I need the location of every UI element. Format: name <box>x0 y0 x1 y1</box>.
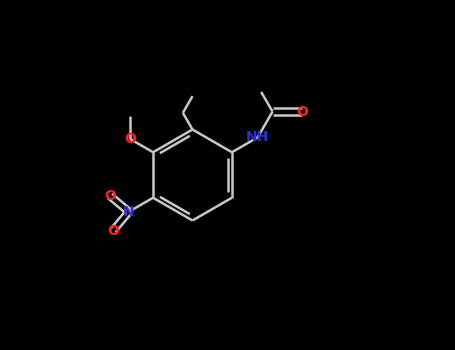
Text: O: O <box>124 132 136 146</box>
Text: O: O <box>296 105 308 119</box>
Text: O: O <box>104 189 116 203</box>
Text: N: N <box>123 205 135 219</box>
Text: NH: NH <box>246 131 269 145</box>
Text: O: O <box>107 224 119 238</box>
